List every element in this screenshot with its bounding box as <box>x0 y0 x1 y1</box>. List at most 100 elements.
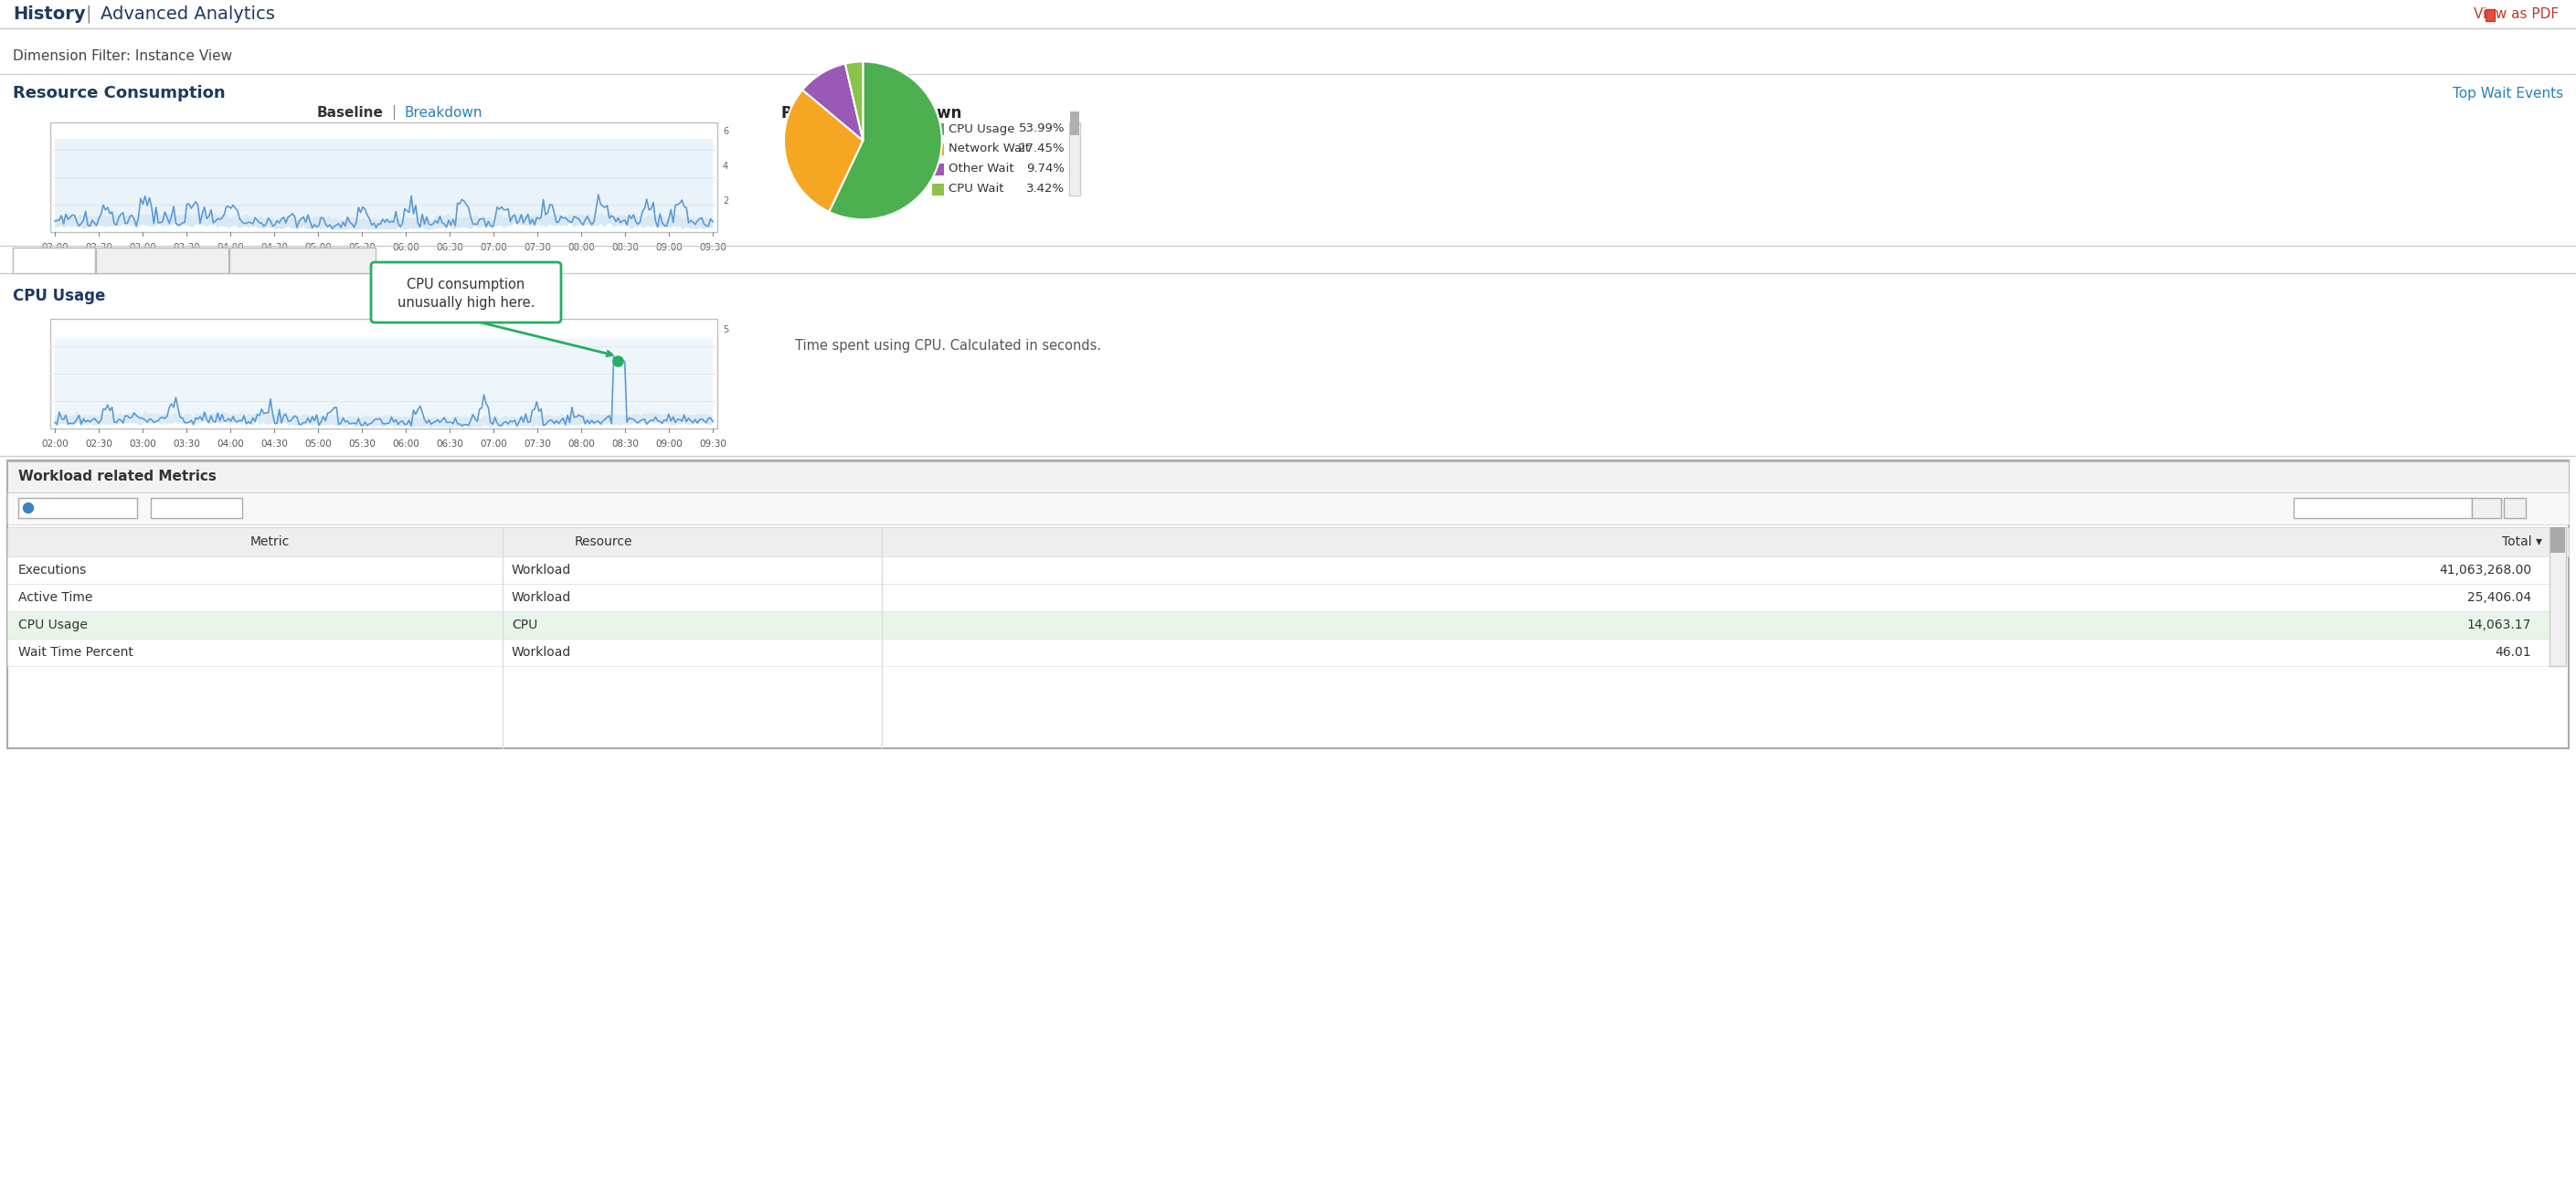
FancyBboxPatch shape <box>371 262 562 323</box>
Bar <box>8 556 2553 584</box>
Text: ≡: ≡ <box>2509 501 2519 514</box>
Bar <box>933 144 943 155</box>
Text: 05:00: 05:00 <box>304 439 332 448</box>
Text: Workload related Metrics: Workload related Metrics <box>18 470 216 484</box>
Bar <box>13 248 95 273</box>
Text: Dimension Filter: Instance View: Dimension Filter: Instance View <box>13 49 232 62</box>
Bar <box>52 122 716 232</box>
Text: History: History <box>13 6 85 23</box>
Bar <box>8 584 2553 611</box>
Bar <box>2293 498 2473 518</box>
Text: 04:00: 04:00 <box>216 243 245 252</box>
Text: 3.42%: 3.42% <box>1025 183 1064 195</box>
Text: Breakdown: Breakdown <box>404 105 482 120</box>
Text: Blocking History: Blocking History <box>111 254 214 267</box>
Text: Resource Consumption: Resource Consumption <box>13 85 224 102</box>
Text: Resource: Resource <box>574 536 631 548</box>
Text: 09:00: 09:00 <box>654 243 683 252</box>
Text: 08:30: 08:30 <box>611 439 639 448</box>
Text: unusually high here.: unusually high here. <box>397 297 536 310</box>
Bar <box>8 493 2568 525</box>
Text: Workload: Workload <box>513 646 572 659</box>
Text: 9.74%: 9.74% <box>1025 163 1064 175</box>
Text: Baseline: Baseline <box>317 105 384 120</box>
Bar <box>2550 527 2566 553</box>
Bar <box>8 460 2568 749</box>
Text: Advanced Analytics: Advanced Analytics <box>100 6 276 23</box>
Text: 03:30: 03:30 <box>173 243 201 252</box>
Text: 41,063,268.00: 41,063,268.00 <box>2439 563 2532 576</box>
Text: Overview: Overview <box>23 254 85 267</box>
Bar <box>2550 527 2566 666</box>
Text: 06:00: 06:00 <box>392 243 420 252</box>
Text: 05:00: 05:00 <box>304 243 332 252</box>
Text: 46.01: 46.01 <box>2496 646 2532 659</box>
Text: 06:00: 06:00 <box>392 439 420 448</box>
Text: Time spent using CPU. Calculated in seconds.: Time spent using CPU. Calculated in seco… <box>796 340 1103 353</box>
Text: 05:30: 05:30 <box>348 243 376 252</box>
Text: 04:00: 04:00 <box>216 439 245 448</box>
Text: 09:30: 09:30 <box>698 439 726 448</box>
Bar <box>2473 498 2501 518</box>
Bar <box>18 498 137 518</box>
Text: Workload: Workload <box>513 563 572 576</box>
Text: 06:30: 06:30 <box>435 439 464 448</box>
Text: |: | <box>392 105 397 120</box>
Bar <box>1069 111 1079 135</box>
Text: Resource Breakdown: Resource Breakdown <box>781 105 961 122</box>
Text: 03:00: 03:00 <box>129 439 157 448</box>
Circle shape <box>23 504 33 513</box>
Text: 04:30: 04:30 <box>260 439 289 448</box>
Wedge shape <box>845 61 863 140</box>
Bar <box>933 164 943 176</box>
Bar <box>8 611 2553 639</box>
Wedge shape <box>829 61 943 219</box>
Text: CPU Wait: CPU Wait <box>948 183 1005 195</box>
Text: View as PDF: View as PDF <box>2473 7 2558 22</box>
Bar <box>0 0 2576 29</box>
Text: Compare: Compare <box>170 502 222 514</box>
Text: |: | <box>85 5 90 23</box>
Bar <box>229 248 376 273</box>
Text: 08:00: 08:00 <box>567 439 595 448</box>
Text: 25,406.04: 25,406.04 <box>2468 591 2532 604</box>
Text: Network Wait: Network Wait <box>948 144 1030 154</box>
Text: Top Wait Events: Top Wait Events <box>2452 86 2563 100</box>
Wedge shape <box>783 90 863 212</box>
Text: 03:00: 03:00 <box>129 243 157 252</box>
Text: Total ▾: Total ▾ <box>2501 536 2543 548</box>
Text: 08:30: 08:30 <box>611 243 639 252</box>
Text: 02:00: 02:00 <box>41 439 70 448</box>
Text: 14,063.17: 14,063.17 <box>2468 618 2532 631</box>
Text: Wait Time Percent: Wait Time Percent <box>18 646 134 659</box>
Text: 02:00: 02:00 <box>41 243 70 252</box>
Polygon shape <box>54 338 714 419</box>
Polygon shape <box>54 410 714 427</box>
Text: 27.45%: 27.45% <box>1018 144 1064 154</box>
Bar <box>933 184 943 195</box>
Text: □: □ <box>157 502 167 514</box>
Text: Active Time: Active Time <box>18 591 93 604</box>
Text: 08:00: 08:00 <box>567 243 595 252</box>
Bar <box>933 123 943 135</box>
Text: 2: 2 <box>724 197 729 206</box>
Text: CPU Usage: CPU Usage <box>18 618 88 631</box>
Text: 04:30: 04:30 <box>260 243 289 252</box>
Bar <box>8 639 2553 666</box>
Text: CPU consumption: CPU consumption <box>407 277 526 292</box>
Text: Metric: Metric <box>250 536 289 548</box>
Text: 06:30: 06:30 <box>435 243 464 252</box>
Text: 07:30: 07:30 <box>523 243 551 252</box>
Text: Workload: Workload <box>513 591 572 604</box>
Bar <box>8 462 2568 493</box>
Text: 05:30: 05:30 <box>348 439 376 448</box>
Bar <box>1069 122 1079 195</box>
Text: 09:30: 09:30 <box>698 243 726 252</box>
Text: CPU Usage: CPU Usage <box>13 288 106 304</box>
Text: 09:00: 09:00 <box>654 439 683 448</box>
Bar <box>8 527 2568 556</box>
Text: 07:00: 07:00 <box>479 243 507 252</box>
Text: 53.99%: 53.99% <box>1018 123 1064 135</box>
Polygon shape <box>54 139 714 221</box>
Text: 5: 5 <box>724 325 729 335</box>
